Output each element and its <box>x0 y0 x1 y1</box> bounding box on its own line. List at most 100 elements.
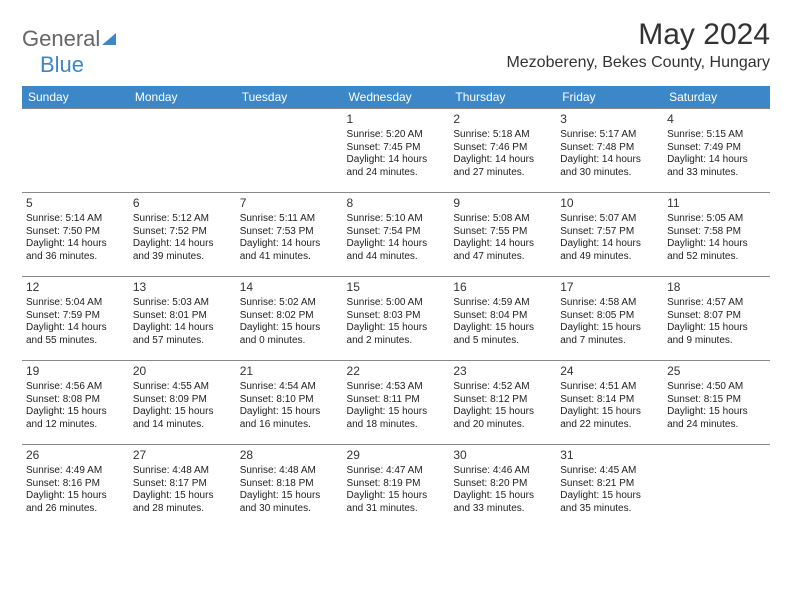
sunset-line: Sunset: 8:10 PM <box>240 394 339 407</box>
sunrise-line: Sunrise: 4:48 AM <box>240 465 339 478</box>
day-number: 3 <box>560 112 659 127</box>
weekday-header: Wednesday <box>343 86 450 109</box>
calendar-day-cell: 5Sunrise: 5:14 AMSunset: 7:50 PMDaylight… <box>22 193 129 277</box>
sunset-line: Sunset: 8:07 PM <box>667 310 766 323</box>
calendar-empty-cell <box>22 109 129 193</box>
sunrise-line: Sunrise: 5:04 AM <box>26 297 125 310</box>
sunset-line: Sunset: 8:17 PM <box>133 478 232 491</box>
day-number: 8 <box>347 196 446 211</box>
calendar-week-row: 1Sunrise: 5:20 AMSunset: 7:45 PMDaylight… <box>22 109 770 193</box>
sunset-line: Sunset: 8:21 PM <box>560 478 659 491</box>
day-number: 20 <box>133 364 232 379</box>
sunset-line: Sunset: 8:05 PM <box>560 310 659 323</box>
sunset-line: Sunset: 8:20 PM <box>453 478 552 491</box>
sunset-line: Sunset: 8:14 PM <box>560 394 659 407</box>
calendar-day-cell: 26Sunrise: 4:49 AMSunset: 8:16 PMDayligh… <box>22 445 129 529</box>
daylight-line: Daylight: 14 hours and 41 minutes. <box>240 238 339 263</box>
calendar-empty-cell <box>129 109 236 193</box>
calendar-day-cell: 30Sunrise: 4:46 AMSunset: 8:20 PMDayligh… <box>449 445 556 529</box>
calendar-day-cell: 7Sunrise: 5:11 AMSunset: 7:53 PMDaylight… <box>236 193 343 277</box>
logo-part1: General <box>22 26 100 52</box>
calendar-day-cell: 14Sunrise: 5:02 AMSunset: 8:02 PMDayligh… <box>236 277 343 361</box>
sunset-line: Sunset: 7:55 PM <box>453 226 552 239</box>
sunset-line: Sunset: 8:08 PM <box>26 394 125 407</box>
calendar-empty-cell <box>663 445 770 529</box>
calendar-empty-cell <box>236 109 343 193</box>
day-number: 23 <box>453 364 552 379</box>
daylight-line: Daylight: 15 hours and 12 minutes. <box>26 406 125 431</box>
sunrise-line: Sunrise: 5:14 AM <box>26 213 125 226</box>
sunrise-line: Sunrise: 5:17 AM <box>560 129 659 142</box>
logo-triangle-icon <box>102 33 116 45</box>
calendar-week-row: 19Sunrise: 4:56 AMSunset: 8:08 PMDayligh… <box>22 361 770 445</box>
sunset-line: Sunset: 7:59 PM <box>26 310 125 323</box>
sunrise-line: Sunrise: 4:55 AM <box>133 381 232 394</box>
calendar-day-cell: 20 Sunrise: 4:55 AMSunset: 8:09 PMDayligh… <box>129 361 236 445</box>
day-number: 13 <box>133 280 232 295</box>
daylight-line: Daylight: 15 hours and 14 minutes. <box>133 406 232 431</box>
daylight-line: Daylight: 14 hours and 55 minutes. <box>26 322 125 347</box>
sunrise-line: Sunrise: 4:49 AM <box>26 465 125 478</box>
daylight-line: Daylight: 15 hours and 0 minutes. <box>240 322 339 347</box>
sunrise-line: Sunrise: 4:53 AM <box>347 381 446 394</box>
location-text: Mezobereny, Bekes County, Hungary <box>506 54 770 72</box>
day-number: 24 <box>560 364 659 379</box>
daylight-line: Daylight: 15 hours and 22 minutes. <box>560 406 659 431</box>
daylight-line: Daylight: 15 hours and 33 minutes. <box>453 490 552 515</box>
day-number: 15 <box>347 280 446 295</box>
daylight-line: Daylight: 15 hours and 20 minutes. <box>453 406 552 431</box>
sunset-line: Sunset: 8:16 PM <box>26 478 125 491</box>
sunset-line: Sunset: 8:19 PM <box>347 478 446 491</box>
sunset-line: Sunset: 7:58 PM <box>667 226 766 239</box>
calendar-day-cell: 25Sunrise: 4:50 AMSunset: 8:15 PMDayligh… <box>663 361 770 445</box>
sunset-line: Sunset: 7:54 PM <box>347 226 446 239</box>
daylight-line: Daylight: 14 hours and 47 minutes. <box>453 238 552 263</box>
weekday-header: Tuesday <box>236 86 343 109</box>
daylight-line: Daylight: 15 hours and 7 minutes. <box>560 322 659 347</box>
daylight-line: Daylight: 14 hours and 33 minutes. <box>667 154 766 179</box>
sunrise-line: Sunrise: 5:18 AM <box>453 129 552 142</box>
daylight-line: Daylight: 14 hours and 39 minutes. <box>133 238 232 263</box>
calendar-day-cell: 15Sunrise: 5:00 AMSunset: 8:03 PMDayligh… <box>343 277 450 361</box>
calendar-day-cell: 8Sunrise: 5:10 AMSunset: 7:54 PMDaylight… <box>343 193 450 277</box>
calendar-body: 1Sunrise: 5:20 AMSunset: 7:45 PMDaylight… <box>22 109 770 529</box>
daylight-line: Daylight: 15 hours and 24 minutes. <box>667 406 766 431</box>
sunrise-line: Sunrise: 5:10 AM <box>347 213 446 226</box>
day-number: 27 <box>133 448 232 463</box>
calendar-day-cell: 28Sunrise: 4:48 AMSunset: 8:18 PMDayligh… <box>236 445 343 529</box>
day-number: 17 <box>560 280 659 295</box>
calendar-table: SundayMondayTuesdayWednesdayThursdayFrid… <box>22 86 770 529</box>
calendar-day-cell: 4Sunrise: 5:15 AMSunset: 7:49 PMDaylight… <box>663 109 770 193</box>
daylight-line: Daylight: 14 hours and 52 minutes. <box>667 238 766 263</box>
sunset-line: Sunset: 7:52 PM <box>133 226 232 239</box>
daylight-line: Daylight: 14 hours and 36 minutes. <box>26 238 125 263</box>
day-number: 29 <box>347 448 446 463</box>
day-number: 10 <box>560 196 659 211</box>
logo: General <box>22 26 116 52</box>
sunrise-line: Sunrise: 4:59 AM <box>453 297 552 310</box>
day-number: 28 <box>240 448 339 463</box>
calendar-day-cell: 1Sunrise: 5:20 AMSunset: 7:45 PMDaylight… <box>343 109 450 193</box>
calendar-day-cell: 18Sunrise: 4:57 AMSunset: 8:07 PMDayligh… <box>663 277 770 361</box>
sunrise-line: Sunrise: 5:03 AM <box>133 297 232 310</box>
sunset-line: Sunset: 8:09 PM <box>133 394 232 407</box>
daylight-line: Daylight: 15 hours and 35 minutes. <box>560 490 659 515</box>
calendar-day-cell: 2Sunrise: 5:18 AMSunset: 7:46 PMDaylight… <box>449 109 556 193</box>
calendar-day-cell: 31Sunrise: 4:45 AMSunset: 8:21 PMDayligh… <box>556 445 663 529</box>
day-number: 2 <box>453 112 552 127</box>
day-number: 6 <box>133 196 232 211</box>
day-number: 25 <box>667 364 766 379</box>
sunrise-line: Sunrise: 4:47 AM <box>347 465 446 478</box>
sunset-line: Sunset: 7:50 PM <box>26 226 125 239</box>
weekday-header: Friday <box>556 86 663 109</box>
sunrise-line: Sunrise: 5:11 AM <box>240 213 339 226</box>
day-number: 12 <box>26 280 125 295</box>
sunrise-line: Sunrise: 5:15 AM <box>667 129 766 142</box>
sunset-line: Sunset: 7:53 PM <box>240 226 339 239</box>
sunset-line: Sunset: 8:03 PM <box>347 310 446 323</box>
sunrise-line: Sunrise: 5:12 AM <box>133 213 232 226</box>
sunrise-line: Sunrise: 5:08 AM <box>453 213 552 226</box>
weekday-header: Saturday <box>663 86 770 109</box>
calendar-day-cell: 10Sunrise: 5:07 AMSunset: 7:57 PMDayligh… <box>556 193 663 277</box>
day-number: 4 <box>667 112 766 127</box>
